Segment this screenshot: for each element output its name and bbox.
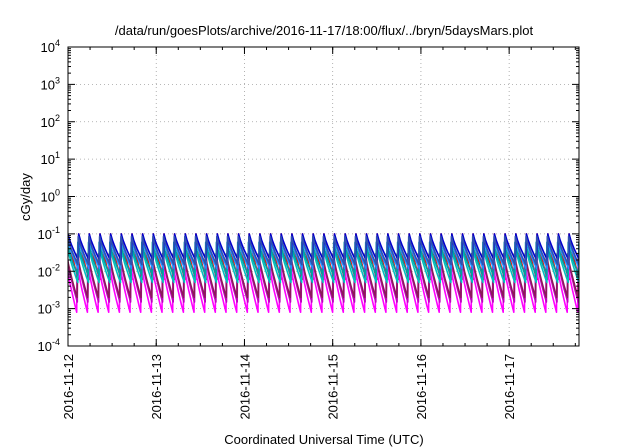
grid <box>68 47 579 346</box>
y-axis: 10-4 10-3 10-2 10-1 100 101 102 103 104 <box>38 38 579 354</box>
chart-title: /data/run/goesPlots/archive/2016-11-17/1… <box>115 23 534 38</box>
x-tick-label: 2016-11-16 <box>414 354 429 420</box>
series-line <box>68 238 579 270</box>
y-tick-label: 10-4 <box>38 337 60 354</box>
y-tick-label: 10-2 <box>38 262 60 279</box>
y-tick-label: 104 <box>41 38 60 55</box>
x-tick-label: 2016-11-13 <box>149 354 164 420</box>
x-axis: 2016-11-12 2016-11-13 2016-11-14 2016-11-15… <box>61 47 576 420</box>
x-tick-label: 2016-11-12 <box>61 354 76 420</box>
y-tick-label: 103 <box>41 75 60 92</box>
x-axis-label: Coordinated Universal Time (UTC) <box>224 432 423 447</box>
x-tick-label: 2016-11-14 <box>237 354 252 420</box>
series-line <box>68 235 579 266</box>
y-tick-label: 10-3 <box>38 300 60 317</box>
y-axis-label: cGy/day <box>18 173 33 221</box>
x-tick-label: 2016-11-15 <box>326 354 341 420</box>
y-tick-label: 10-1 <box>38 225 60 242</box>
y-tick-label: 100 <box>41 188 60 205</box>
y-tick-label: 102 <box>41 113 60 130</box>
y-tick-label: 101 <box>41 150 60 167</box>
series-line <box>68 246 579 284</box>
plot-area <box>68 233 579 313</box>
x-tick-label: 2016-11-17 <box>502 354 517 420</box>
